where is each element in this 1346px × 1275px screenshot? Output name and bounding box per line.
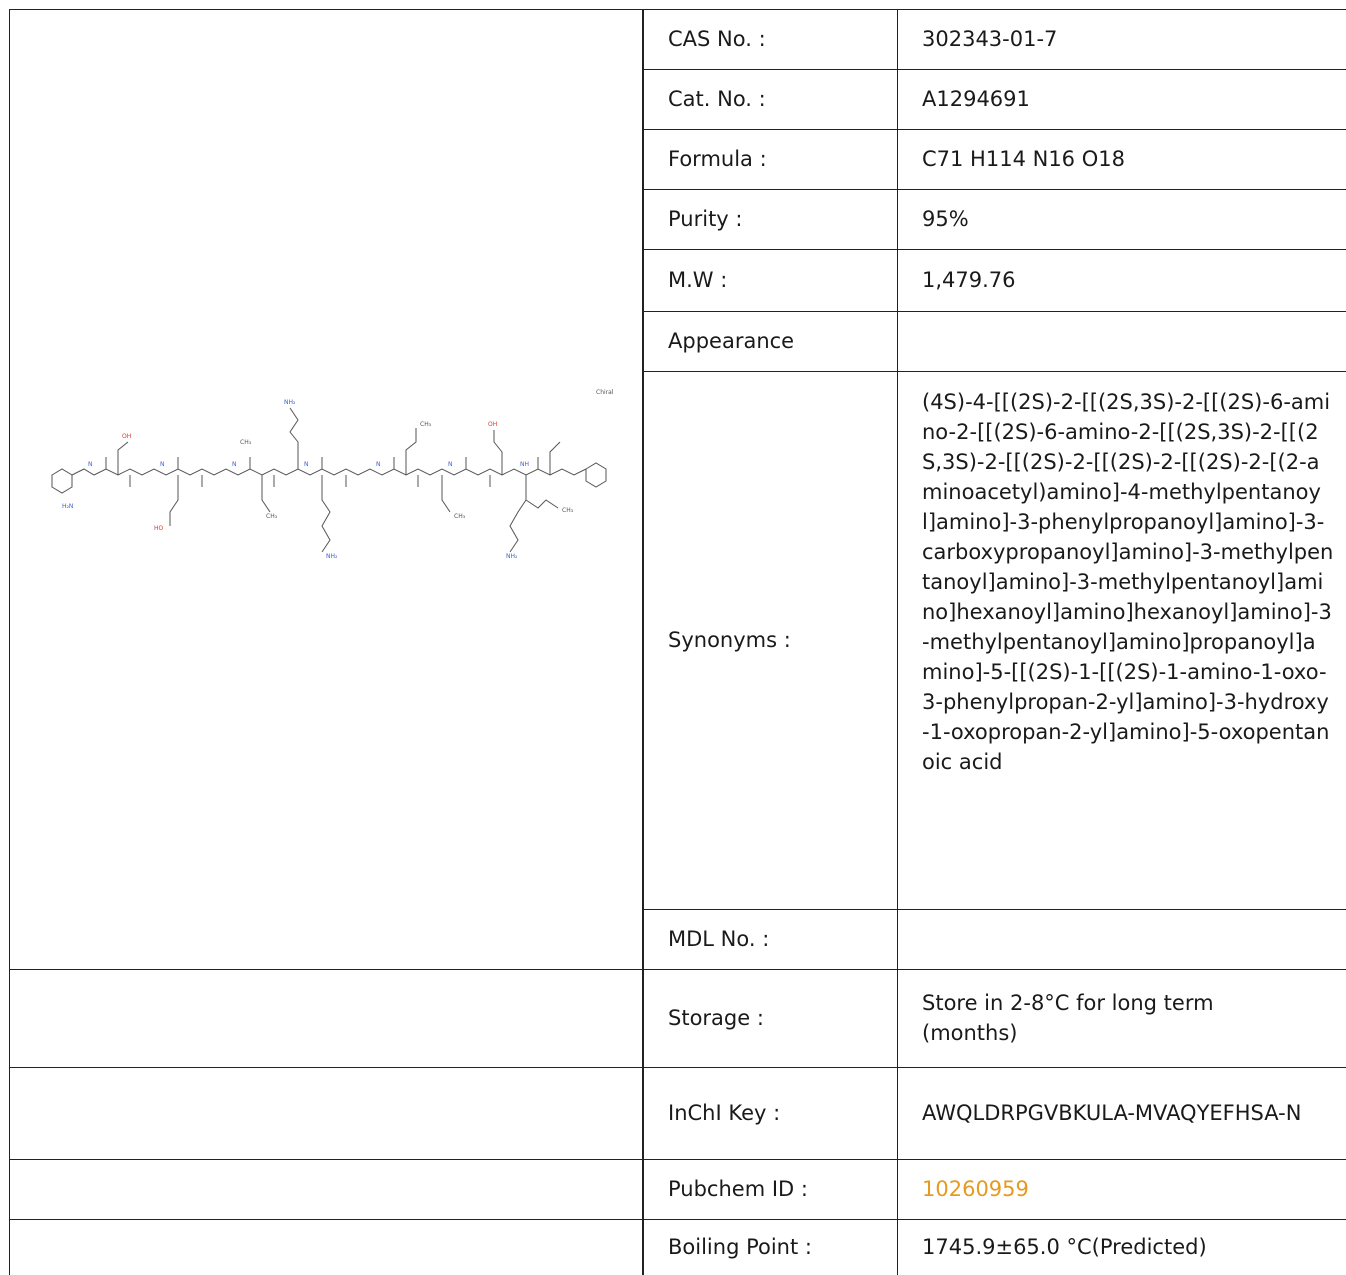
row-divider-full: [9, 1219, 1346, 1220]
table-border-left: [9, 9, 10, 1275]
purity-value: 95%: [922, 207, 969, 231]
svg-text:CH₃: CH₃: [240, 439, 252, 446]
inchi-key-value: AWQLDRPGVBKULA-MVAQYEFHSA-N: [922, 1101, 1302, 1125]
storage-label: Storage :: [668, 1006, 764, 1030]
backbone: [71, 468, 587, 476]
row-divider: [643, 371, 1346, 372]
mdl-label: MDL No. :: [668, 927, 770, 951]
svg-text:OH: OH: [488, 421, 497, 428]
svg-text:CH₃: CH₃: [266, 513, 278, 520]
row-divider-full: [9, 1067, 1346, 1068]
boiling-point-value: 1745.9±65.0 °C(Predicted): [922, 1235, 1207, 1259]
row-divider: [643, 311, 1346, 312]
cas-value: 302343-01-7: [922, 27, 1058, 51]
svg-text:N: N: [376, 461, 381, 468]
svg-text:CH₃: CH₃: [454, 513, 466, 520]
svg-text:NH: NH: [520, 461, 529, 468]
cas-label: CAS No. :: [668, 27, 766, 51]
pubchem-label: Pubchem ID :: [668, 1177, 808, 1201]
svg-text:NH₂: NH₂: [506, 553, 518, 560]
formula-label: Formula :: [668, 147, 767, 171]
table-divider-image: [642, 9, 644, 1275]
svg-text:NH₂: NH₂: [284, 399, 296, 406]
row-divider: [643, 249, 1346, 250]
synonyms-label: Synonyms :: [668, 628, 791, 652]
svg-text:N: N: [232, 461, 237, 468]
row-divider: [643, 909, 1346, 910]
svg-text:N: N: [88, 461, 93, 468]
phenyl-ring-right: [585, 462, 607, 488]
appearance-label: Appearance: [668, 329, 795, 353]
svg-text:N: N: [304, 461, 309, 468]
row-divider-full: [9, 969, 1346, 970]
table-divider-values: [897, 9, 898, 1275]
cat-value: A1294691: [922, 87, 1030, 111]
purity-label: Purity :: [668, 207, 743, 231]
svg-text:HO: HO: [154, 525, 164, 532]
appearance-value: [922, 311, 1334, 371]
mw-value: 1,479.76: [922, 268, 1016, 292]
svg-text:CH₃: CH₃: [562, 507, 574, 514]
phenyl-ring-left: [51, 468, 73, 494]
pubchem-value: 10260959: [922, 1159, 1334, 1219]
mw-label: M.W :: [668, 268, 728, 292]
row-divider-full: [9, 1159, 1346, 1160]
row-divider: [643, 129, 1346, 130]
table-border-top: [9, 9, 1346, 10]
svg-text:N: N: [448, 461, 453, 468]
cat-label: Cat. No. :: [668, 87, 766, 111]
inchi-key-label: InChI Key :: [668, 1101, 781, 1125]
svg-text:NH₂: NH₂: [326, 553, 338, 560]
pubchem-link[interactable]: 10260959: [922, 1177, 1029, 1201]
mdl-value: [922, 909, 1334, 969]
formula-value: C71 H114 N16 O18: [922, 147, 1125, 171]
svg-text:N: N: [160, 461, 165, 468]
chemical-structure-image: Chiral H₂N OH HO NH₂ NH₂ OH NH₂ N N N N …: [51, 389, 614, 560]
storage-value: Store in 2-8°C for long term (months): [922, 991, 1214, 1045]
boiling-point-label: Boiling Point :: [668, 1235, 812, 1259]
svg-text:H₂N: H₂N: [62, 503, 73, 510]
row-divider: [643, 69, 1346, 70]
row-divider: [643, 189, 1346, 190]
synonyms-value: (4S)-4-[[(2S)-2-[[(2S,3S)-2-[[(2S)-6-ami…: [922, 390, 1334, 774]
svg-text:OH: OH: [122, 433, 131, 440]
svg-text:CH₃: CH₃: [420, 421, 432, 428]
chiral-label: Chiral: [596, 389, 614, 396]
